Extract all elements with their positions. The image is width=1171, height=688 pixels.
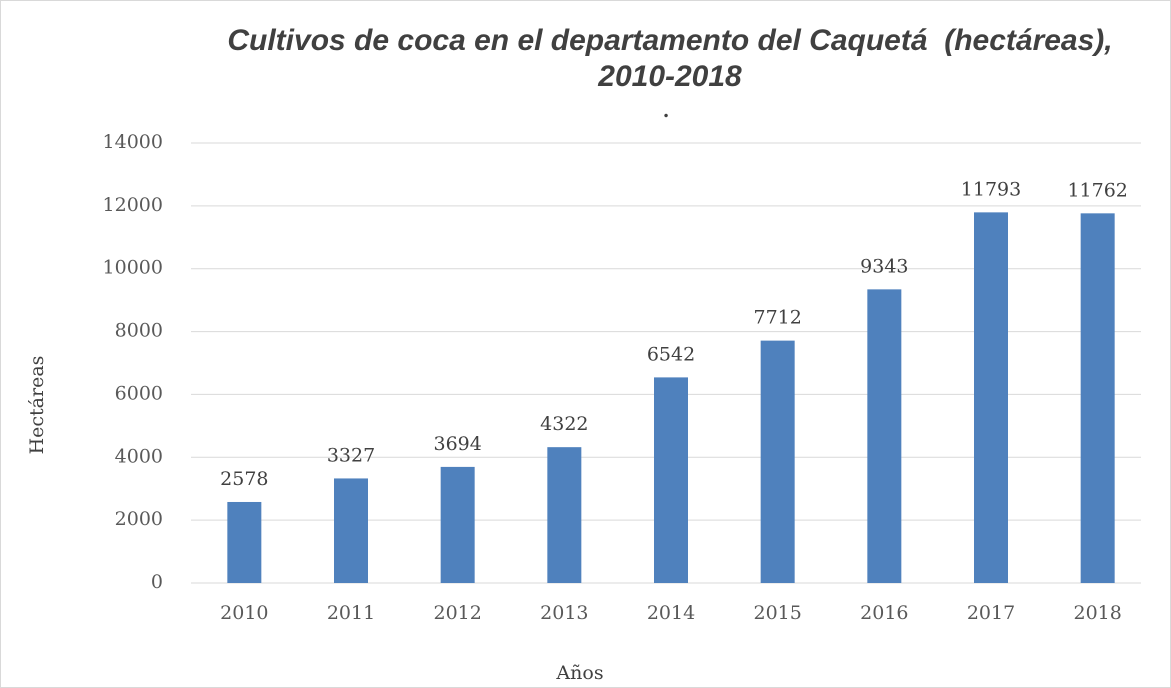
y-tick-label: 12000 bbox=[103, 194, 163, 216]
y-tick-label: 4000 bbox=[115, 445, 163, 467]
bar bbox=[867, 289, 902, 583]
x-tick-label: 2014 bbox=[647, 602, 695, 624]
x-tick-label: 2013 bbox=[540, 602, 588, 624]
bar bbox=[547, 447, 582, 583]
bar bbox=[974, 212, 1008, 583]
data-label: 3694 bbox=[433, 433, 481, 455]
chart-subtitle: . bbox=[663, 100, 670, 122]
x-tick-label: 2018 bbox=[1073, 602, 1121, 624]
bar bbox=[334, 478, 368, 583]
x-tick-label: 2011 bbox=[327, 602, 375, 624]
y-tick-label: 6000 bbox=[115, 382, 163, 404]
bar bbox=[227, 501, 262, 583]
y-tick-label: 14000 bbox=[103, 131, 163, 153]
y-tick-label: 8000 bbox=[115, 320, 163, 342]
chart-title: Cultivos de coca en el departamento del … bbox=[227, 24, 1112, 57]
y-tick-label: 10000 bbox=[103, 257, 163, 279]
data-label: 6542 bbox=[647, 343, 695, 365]
data-label: 11793 bbox=[961, 178, 1021, 200]
bar bbox=[654, 377, 688, 583]
x-tick-label: 2010 bbox=[220, 602, 268, 624]
data-label: 2578 bbox=[220, 468, 268, 490]
data-label: 3327 bbox=[327, 444, 375, 466]
data-label: 4322 bbox=[540, 413, 588, 435]
x-tick-label: 2012 bbox=[433, 602, 481, 624]
x-tick-label: 2017 bbox=[967, 602, 1015, 624]
data-label: 11762 bbox=[1067, 179, 1127, 201]
chart-title: 2010-2018 bbox=[597, 60, 742, 93]
data-label: 7712 bbox=[753, 307, 801, 329]
data-label: 9343 bbox=[860, 255, 908, 277]
y-tick-label: 2000 bbox=[115, 508, 163, 530]
y-axis-label: Hectáreas bbox=[26, 356, 48, 455]
bar bbox=[440, 466, 475, 583]
bar bbox=[760, 340, 795, 583]
bar bbox=[1080, 213, 1115, 583]
x-tick-label: 2016 bbox=[860, 602, 908, 624]
x-tick-label: 2015 bbox=[753, 602, 801, 624]
x-axis-label: Años bbox=[555, 662, 603, 684]
y-tick-label: 0 bbox=[151, 571, 163, 593]
